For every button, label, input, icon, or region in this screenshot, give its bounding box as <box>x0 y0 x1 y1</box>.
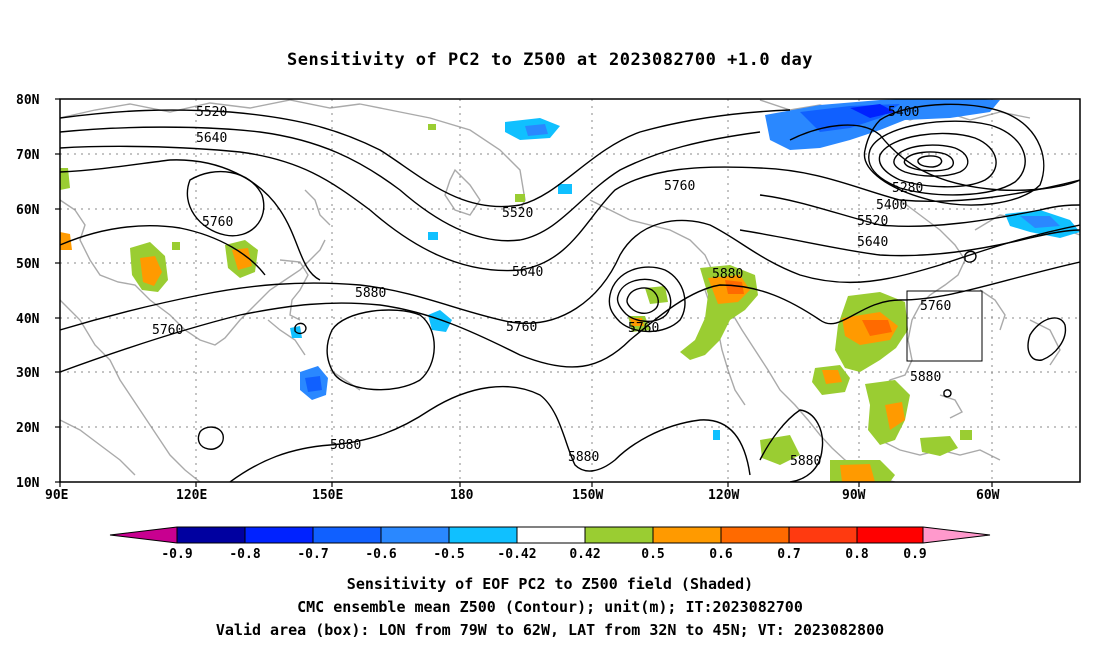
contour-label: 5880 <box>712 267 743 282</box>
contour-label: 5760 <box>920 299 951 314</box>
lat-label: 50N <box>16 257 40 272</box>
colorbar-label: -0.8 <box>229 547 260 562</box>
valid-area-box <box>906 290 983 362</box>
contour-label: 5880 <box>568 450 599 465</box>
contour-label: 5880 <box>330 438 361 453</box>
contour-label-group: 5520 5640 5760 5880 5760 5520 5640 5880 … <box>152 105 951 469</box>
contour-label: 5520 <box>196 105 227 120</box>
colorbar-swatch <box>789 527 857 543</box>
caption-line-2: CMC ensemble mean Z500 (Contour); unit(m… <box>297 598 803 616</box>
colorbar-label: 0.42 <box>569 547 600 562</box>
colorbar-label: -0.7 <box>297 547 328 562</box>
colorbar-label: -0.5 <box>433 547 464 562</box>
colorbar-swatch <box>381 527 449 543</box>
contour-label: 5400 <box>888 105 919 120</box>
contour-label: 5520 <box>502 206 533 221</box>
lat-label: 10N <box>16 476 40 491</box>
sensitivity-shading <box>60 99 1080 482</box>
colorbar-label: 0.5 <box>641 547 664 562</box>
lat-label: 70N <box>16 148 40 163</box>
contour-label: 5880 <box>790 454 821 469</box>
colorbar-label: -0.9 <box>161 547 192 562</box>
map-frame <box>59 98 1081 483</box>
contour-label: 5760 <box>202 215 233 230</box>
contour-label: 5760 <box>152 323 183 338</box>
colorbar-neg-triangle <box>110 527 177 543</box>
colorbar-label: 0.7 <box>777 547 800 562</box>
longitude-labels: 90E 120E 150E 180 150W 120W 90W 60W <box>45 488 1000 503</box>
lon-label: 90W <box>842 488 866 503</box>
colorbar-swatch <box>177 527 245 543</box>
z500-contours <box>60 103 1080 482</box>
lon-label: 180 <box>450 488 474 503</box>
colorbar-label: 0.6 <box>709 547 733 562</box>
lon-label: 120W <box>708 488 739 503</box>
contour-label: 5760 <box>628 321 659 336</box>
colorbar-swatch <box>517 527 585 543</box>
colorbar-swatch <box>585 527 653 543</box>
contour-label: 5640 <box>857 235 888 250</box>
caption-line-1: Sensitivity of EOF PC2 to Z500 field (Sh… <box>346 575 754 593</box>
contour-label: 5880 <box>910 370 941 385</box>
colorbar-swatch <box>857 527 923 543</box>
lat-label: 30N <box>16 366 40 381</box>
lat-label: 80N <box>16 93 40 108</box>
colorbar-pos-triangle <box>923 527 990 543</box>
contour-label: 5520 <box>857 214 888 229</box>
contour-label: 5760 <box>664 179 695 194</box>
lon-label: 120E <box>176 488 207 503</box>
caption-line-3: Valid area (box): LON from 79W to 62W, L… <box>215 621 885 639</box>
colorbar: -0.9 -0.8 -0.7 -0.6 -0.5 -0.42 0.42 0.5 … <box>109 526 991 562</box>
colorbar-label: 0.8 <box>845 547 869 562</box>
colorbar-swatch <box>653 527 721 543</box>
lat-label: 20N <box>16 421 40 436</box>
axis-ticks <box>55 98 993 487</box>
colorbar-swatch <box>313 527 381 543</box>
colorbar-swatch <box>721 527 789 543</box>
colorbar-label: -0.6 <box>365 547 396 562</box>
contour-label: 5640 <box>512 265 543 280</box>
lon-label: 60W <box>976 488 1000 503</box>
lat-label: 60N <box>16 203 40 218</box>
contour-label: 5760 <box>506 320 537 335</box>
lon-label: 150E <box>312 488 343 503</box>
contour-label: 5640 <box>196 131 227 146</box>
colorbar-label: 0.9 <box>903 547 926 562</box>
colorbar-swatch <box>449 527 517 543</box>
figure-title: Sensitivity of PC2 to Z500 at 2023082700… <box>286 50 813 70</box>
contour-label: 5880 <box>355 286 386 301</box>
colorbar-labels: -0.9 -0.8 -0.7 -0.6 -0.5 -0.42 0.42 0.5 … <box>161 547 926 562</box>
colorbar-swatch <box>245 527 313 543</box>
lat-label: 40N <box>16 312 40 327</box>
contour-label: 5400 <box>876 198 907 213</box>
latitude-labels: 80N 70N 60N 50N 40N 30N 20N 10N <box>16 93 40 491</box>
lon-label: 150W <box>572 488 603 503</box>
contour-label: 5280 <box>892 181 923 196</box>
colorbar-label: -0.42 <box>497 547 536 562</box>
lon-label: 90E <box>45 488 68 503</box>
